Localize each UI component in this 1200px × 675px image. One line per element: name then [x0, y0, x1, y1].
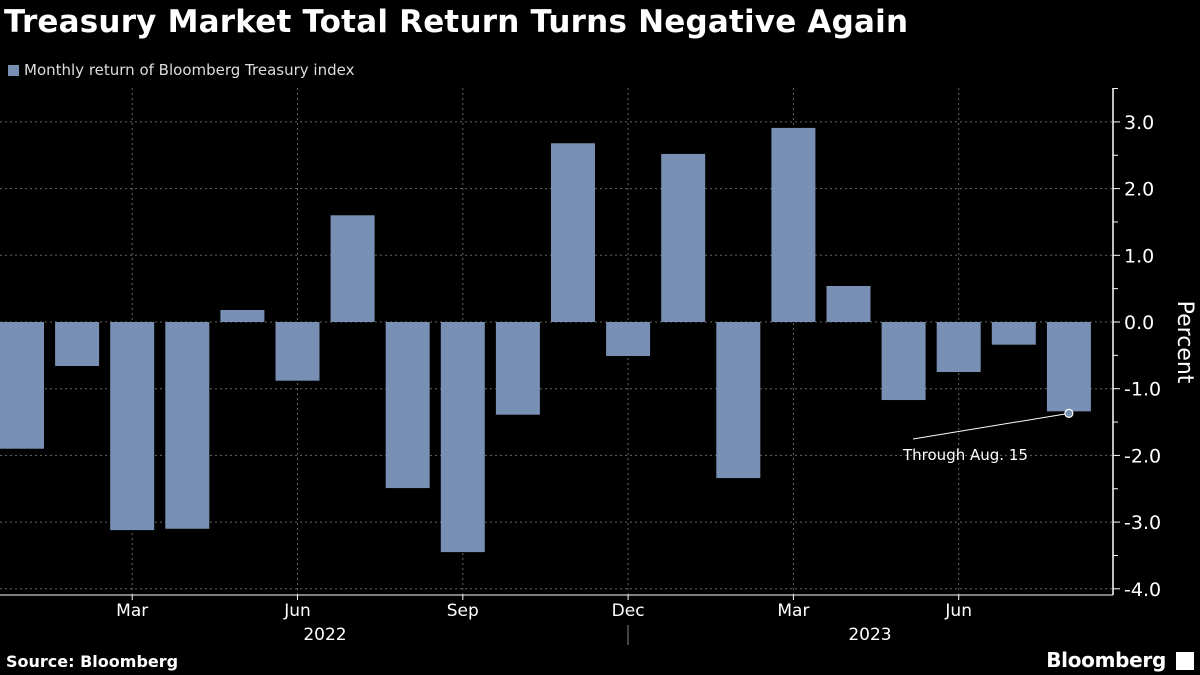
bar	[165, 322, 210, 529]
bar	[110, 322, 155, 531]
legend-swatch	[8, 64, 19, 76]
bar	[55, 322, 100, 367]
source-note: Source: Bloomberg	[6, 652, 179, 671]
y-tick-label: 3.0	[1124, 112, 1154, 134]
bar	[1046, 322, 1091, 412]
bar	[551, 143, 595, 322]
bar	[220, 309, 265, 322]
y-tick-label: 0.0	[1124, 312, 1154, 334]
x-tick-label: Jun	[944, 601, 972, 621]
x-tick-label: Dec	[612, 601, 645, 621]
x-tick-label: Jun	[283, 601, 311, 621]
annotation-leader	[912, 412, 1069, 440]
y-axis-title: Percent	[1172, 301, 1197, 384]
x-tick-label: Mar	[116, 601, 148, 621]
bar	[826, 285, 871, 322]
bar	[771, 127, 816, 322]
bloomberg-logo: Bloomberg	[1046, 648, 1166, 672]
bar	[275, 322, 320, 381]
bar	[330, 215, 375, 322]
bar	[661, 153, 706, 322]
bar	[716, 322, 761, 479]
year-label: 2023	[848, 625, 891, 645]
chart-title: Treasury Market Total Return Turns Negat…	[4, 4, 909, 40]
y-tick-label: -4.0	[1124, 579, 1161, 601]
bar	[385, 322, 430, 489]
annotation-label: Through Aug. 15	[902, 446, 1028, 464]
bar	[991, 322, 1036, 345]
y-tick-label: -2.0	[1124, 445, 1161, 467]
x-tick-label: Sep	[447, 601, 479, 621]
y-tick-label: 1.0	[1124, 245, 1154, 267]
legend: Monthly return of Bloomberg Treasury ind…	[8, 61, 354, 79]
year-label: 2022	[303, 625, 346, 645]
y-tick-label: -1.0	[1124, 379, 1161, 401]
bloomberg-chart-icon	[1176, 652, 1194, 670]
bar	[440, 322, 485, 553]
y-tick-label: 2.0	[1124, 179, 1154, 201]
bar	[881, 322, 926, 401]
y-tick-label: -3.0	[1124, 512, 1161, 534]
bar	[495, 322, 540, 415]
legend-label: Monthly return of Bloomberg Treasury ind…	[24, 61, 355, 79]
annotation-marker	[1064, 408, 1074, 418]
bar	[606, 322, 651, 357]
bar	[936, 322, 981, 373]
x-tick-label: Mar	[777, 601, 809, 621]
bar	[0, 322, 44, 449]
